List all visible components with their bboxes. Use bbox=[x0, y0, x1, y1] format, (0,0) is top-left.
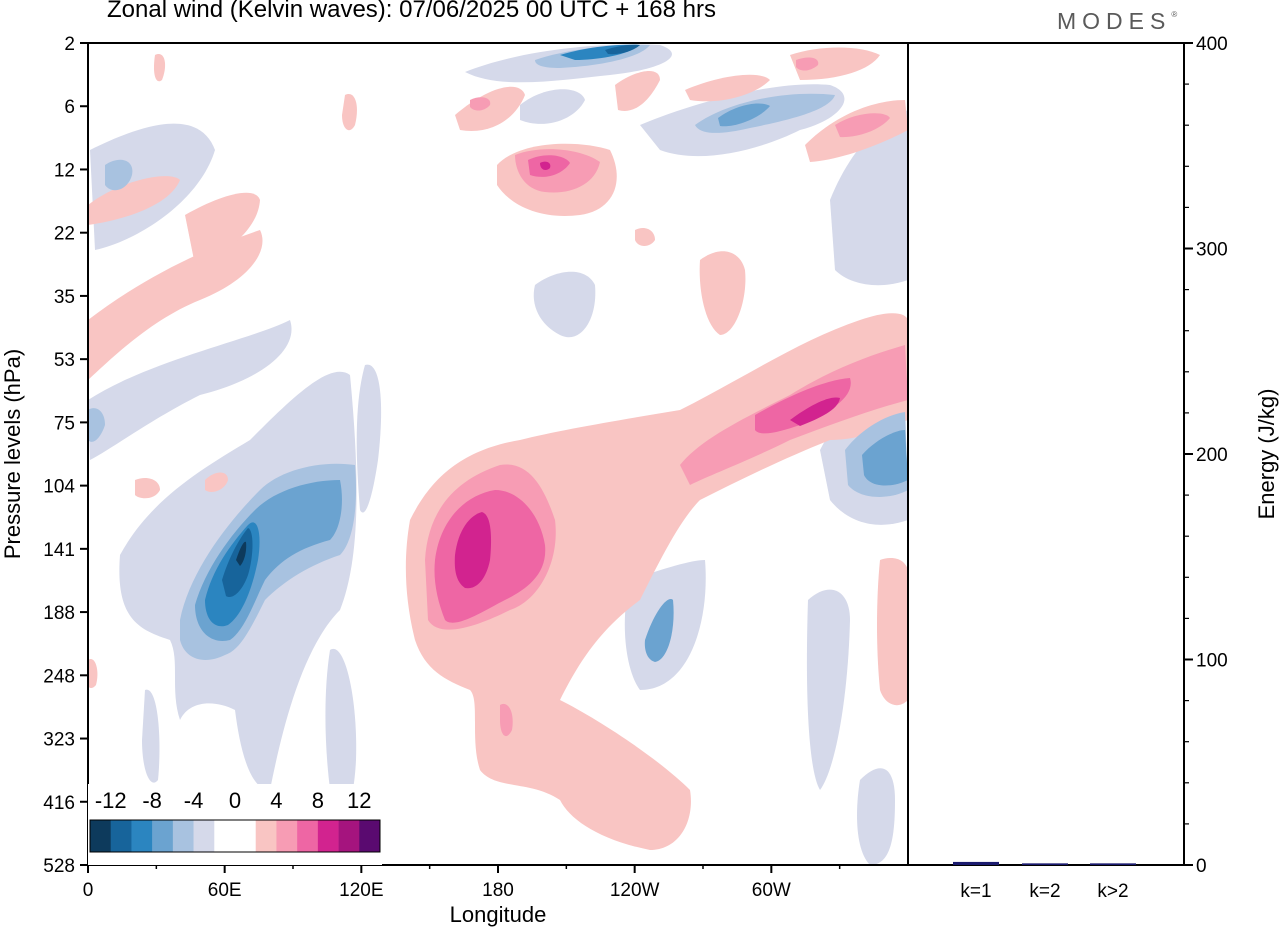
y-tick-label: 22 bbox=[54, 224, 75, 245]
logo-text: MODES bbox=[1057, 8, 1172, 34]
colorbar-label: -12 bbox=[95, 788, 127, 813]
colorbar-label: 12 bbox=[347, 788, 371, 813]
y-tick-label: 6 bbox=[64, 97, 75, 118]
colorbar-swatch bbox=[338, 820, 360, 852]
y-tick-label: 323 bbox=[43, 730, 75, 751]
pressure-axis: 2 6 12 22 35 53 75 104 141 188 248 323 416 528 bbox=[43, 34, 88, 877]
energy-tick-label: 400 bbox=[1196, 34, 1228, 55]
colorbar-swatch bbox=[214, 820, 236, 852]
x-tick-label: 60E bbox=[208, 880, 242, 901]
colorbar-swatch bbox=[317, 820, 339, 852]
colorbar-swatch bbox=[235, 820, 257, 852]
wavenumber-labels: k=1 k=2 k>2 bbox=[960, 881, 1128, 902]
colorbar-swatch bbox=[297, 820, 319, 852]
positive-core-180 bbox=[425, 464, 556, 630]
energy-axis: 0 100 200 300 400 bbox=[1184, 34, 1228, 877]
energy-axis-title: Energy (J/kg) bbox=[1254, 389, 1279, 520]
y-tick-label: 188 bbox=[43, 603, 75, 624]
y-tick-label: 416 bbox=[43, 793, 75, 814]
positive-core-east bbox=[680, 345, 908, 485]
y-tick-label: 75 bbox=[54, 413, 75, 434]
x-tick-label: 120W bbox=[610, 880, 660, 901]
energy-bar bbox=[1090, 863, 1136, 865]
negative-streak-aloft bbox=[88, 44, 835, 662]
colorbar-swatches bbox=[89, 819, 381, 853]
colorbar-swatch bbox=[152, 820, 174, 852]
colorbar-label: 8 bbox=[312, 788, 324, 813]
energy-tick-label: 300 bbox=[1196, 240, 1228, 261]
x-tick-label: 180 bbox=[482, 880, 514, 901]
y-tick-label: 53 bbox=[54, 350, 75, 371]
colorbar-swatch bbox=[359, 820, 381, 852]
negative-core-east bbox=[845, 412, 908, 497]
colorbar-label: -8 bbox=[142, 788, 162, 813]
bar-panel-frame bbox=[907, 42, 1185, 866]
y-tick-label: 248 bbox=[43, 666, 75, 687]
positive-core-aloft bbox=[470, 57, 890, 737]
x-tick-label: 0 bbox=[83, 880, 94, 901]
colorbar-labels: -12 -8 -4 0 4 8 12 bbox=[95, 788, 372, 813]
colorbar-label: -4 bbox=[184, 788, 204, 813]
energy-tick-label: 0 bbox=[1196, 856, 1207, 877]
y-tick-label: 104 bbox=[43, 477, 75, 498]
y-axis-title: Pressure levels (hPa) bbox=[0, 349, 25, 559]
colorbar-swatch bbox=[255, 820, 277, 852]
colorbar-outline bbox=[89, 819, 381, 853]
colorbar-swatch bbox=[193, 820, 215, 852]
colorbar: -12 -8 -4 0 4 8 12 bbox=[88, 784, 382, 865]
negative-core-60e bbox=[180, 463, 357, 660]
colorbar-label: 0 bbox=[229, 788, 241, 813]
y-tick-label: 141 bbox=[43, 540, 75, 561]
x-tick-label: 60W bbox=[752, 880, 791, 901]
energy-bar bbox=[1022, 863, 1068, 865]
wavenumber-label: k=1 bbox=[960, 881, 991, 902]
colorbar-swatch bbox=[110, 820, 132, 852]
x-axis-title: Longitude bbox=[450, 902, 547, 927]
y-tick-label: 12 bbox=[54, 160, 75, 181]
chart-title: Zonal wind (Kelvin waves): 07/06/2025 00… bbox=[107, 0, 716, 23]
zonal-wind-field bbox=[88, 43, 908, 865]
wavenumber-label: k>2 bbox=[1097, 881, 1128, 902]
x-tick-label: 120E bbox=[339, 880, 383, 901]
energy-bars bbox=[953, 861, 1136, 865]
colorbar-label: 4 bbox=[270, 788, 282, 813]
energy-bar bbox=[953, 861, 999, 865]
modes-logo: MODES® bbox=[1057, 8, 1178, 34]
colorbar-swatch bbox=[172, 820, 194, 852]
y-tick-label: 528 bbox=[43, 856, 75, 877]
colorbar-swatch bbox=[131, 820, 153, 852]
energy-tick-label: 100 bbox=[1196, 651, 1228, 672]
wavenumber-label: k=2 bbox=[1029, 881, 1060, 902]
colorbar-swatch bbox=[90, 820, 112, 852]
energy-tick-label: 200 bbox=[1196, 445, 1228, 466]
colorbar-swatch bbox=[276, 820, 298, 852]
y-tick-label: 35 bbox=[54, 287, 75, 308]
longitude-axis: 0 60E 120E 180 120W 60W bbox=[83, 865, 841, 901]
y-tick-label: 2 bbox=[64, 34, 75, 55]
